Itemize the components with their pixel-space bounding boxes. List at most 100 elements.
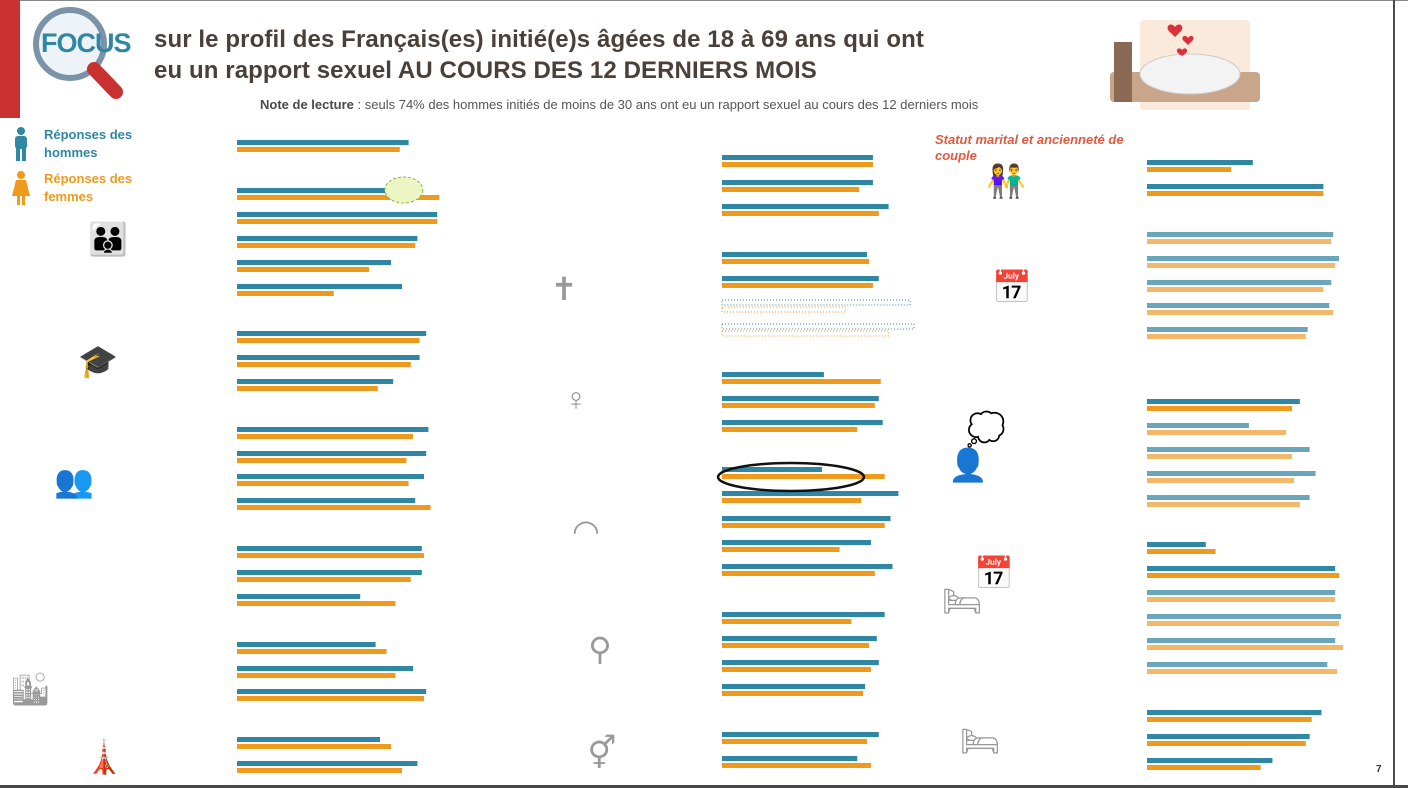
bar-men [237,188,400,193]
bar-men [722,516,891,521]
bar-men [1147,184,1324,189]
title-line-1: sur le profil des Français(es) initié(e)… [154,26,924,53]
bar-men [722,612,885,617]
reading-note: Note de lecture : seuls 74% des hommes i… [260,97,978,112]
bar-men [721,299,911,306]
bar-women [722,211,879,216]
bar-men [722,276,879,281]
bar-women [1147,430,1287,435]
bar-men [722,204,889,209]
family-icon: 👪 [88,221,128,257]
religion-icon: ✝ [551,271,578,307]
frame-top [0,0,1408,1]
bar-men [237,331,427,336]
bar-men [1147,662,1328,667]
bar-women [722,498,862,503]
bar-men [237,761,418,766]
bar-women [1147,263,1336,268]
person-icon: 👤 [948,447,988,483]
legend-women: Réponses des femmes [12,170,132,211]
bar-men [722,372,824,377]
bed-icon: 🛏 [942,583,983,619]
bar-men [237,284,402,289]
bar-women [722,643,869,648]
gender-symbol-icon: ⚥ [588,734,617,771]
bar-women [1147,167,1232,172]
category-title-line2: couple [935,148,977,163]
bar-women [1147,454,1293,459]
bar-men [1147,566,1336,571]
title-line-2: eu un rapport sexuel AU COURS DES 12 DER… [154,57,817,84]
bar-women [237,673,396,678]
focus-logo-text: FOCUS [41,28,131,58]
bar-women [237,338,420,343]
bar-men [1147,303,1330,308]
bar-men [1147,471,1316,476]
bar-women [1147,406,1293,411]
bar-women [722,427,858,432]
bar-men [722,420,883,425]
hand-drawn-circle-annotation [716,461,866,493]
bar-men [237,236,418,241]
feminism-icon: ♀ [564,381,588,417]
bar-women [722,691,864,696]
bar-men [237,737,380,742]
bar-women [1147,669,1338,674]
bar-women [237,696,424,701]
bar-women [237,434,413,439]
bar-men [1147,160,1253,165]
bar-men [237,689,427,694]
bar-women [722,474,885,479]
bar-women [1147,478,1294,483]
bar-women [237,267,369,272]
bar-men [237,546,422,551]
bar-men [237,666,413,671]
bar-women [237,291,334,296]
woman-icon [12,171,30,205]
bar-men [722,660,879,665]
frame-right-border [1393,0,1395,788]
bar-men [1147,758,1273,763]
bed-icon: 🛏 [960,723,1001,759]
bar-women [237,744,391,749]
bar-women [1147,741,1306,746]
category-title-line1: Statut marital et ancienneté de [935,132,1124,147]
bar-men [237,212,438,217]
bar-women [1147,191,1324,196]
bar-men [722,756,858,761]
legend-men: Réponses des hommes [12,126,132,167]
bar-men [722,467,822,472]
bar-men [1147,280,1332,285]
bar-women [722,523,885,528]
red-accent-strip [0,0,20,118]
bar-women [722,547,840,552]
bar-men [237,570,422,575]
bar-women [237,768,402,773]
couple-icon: 👫 [986,163,1026,199]
bar-women [1147,597,1336,602]
bar-women [237,577,411,582]
bar-men [1147,590,1336,595]
bar-men [1147,327,1308,332]
bar-men [237,498,416,503]
bar-women [237,147,400,152]
bar-women [1147,621,1340,626]
bar-women [722,259,869,264]
bar-women [237,481,409,486]
bar-women [237,362,411,367]
bar-women [1147,573,1340,578]
page-number: 7 [1376,764,1382,775]
man-icon [15,127,27,161]
bar-women [1147,502,1300,507]
bar-men [1147,638,1336,643]
bar-men [722,252,868,257]
bar-women [722,739,868,744]
bar-men [1147,542,1206,547]
bar-women [1147,239,1332,244]
bar-men [1147,447,1310,452]
bar-men [237,474,424,479]
legend-men-label: Réponses des hommes [44,127,133,160]
bar-men [237,451,427,456]
bar-women [1147,334,1306,339]
